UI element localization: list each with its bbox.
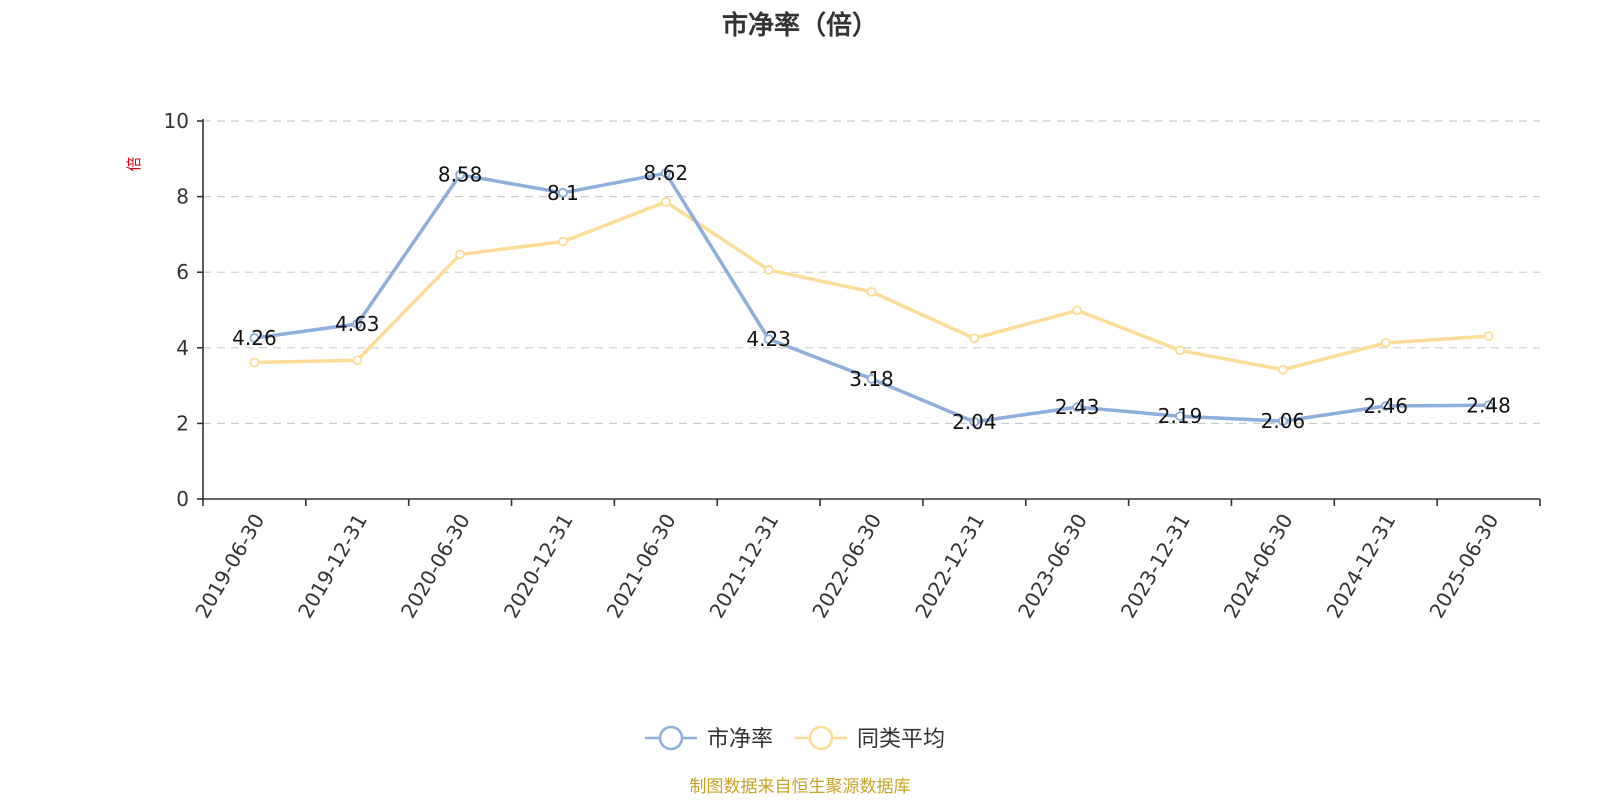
data-point [558,236,568,247]
data-point [455,169,466,180]
x-tick-label: 2023-06-30 [1013,510,1092,623]
data-point [660,196,671,207]
y-tick-label: 2 [176,411,189,435]
data-label: 3.18 [849,367,894,391]
y-tick-label: 8 [176,185,189,209]
data-label: 2.04 [952,410,997,434]
data-point [866,286,877,297]
data-label: 2.06 [1261,409,1306,433]
legend-label: 市净率 [707,727,773,752]
series-line-1 [254,200,1489,372]
legend-swatch-marker [658,725,684,751]
data-label: 2.48 [1466,393,1511,417]
data-label: 2.43 [1055,395,1100,419]
y-axis-unit: 倍 [125,156,143,171]
data-point [1277,364,1288,375]
data-label: 8.62 [644,161,689,185]
data-point [1175,411,1185,422]
y-tick-label: 4 [176,336,189,360]
x-tick-label: 2021-06-30 [602,510,681,623]
data-point [1072,305,1083,316]
data-label: 4.26 [232,326,277,350]
legend-label: 同类平均 [857,727,945,752]
data-point [558,187,568,198]
data-point [660,168,671,179]
axes: 0 2 4 6 8 10 2019-06-30 2019-12-31 2020-06-30 202… [164,109,1541,623]
x-tick-label: 2022-06-30 [807,510,886,623]
data-label: 4.63 [335,312,380,336]
data-point [352,319,363,329]
source-note: 制图数据来自恒生聚源数据库 [690,777,911,797]
x-tick-label: 2024-06-30 [1219,510,1298,623]
data-labels: 4.26 4.63 8.58 8.1 8.62 4.23 3.18 2.04 2.43 2.19 2… [232,161,1511,434]
data-point [455,249,466,260]
y-tick-label: 6 [176,260,189,284]
y-tick-label: 0 [176,487,189,511]
data-label: 2.46 [1363,394,1408,418]
x-tick-label: 2024-12-31 [1322,510,1401,623]
y-tick-label: 10 [164,109,189,133]
legend-item-0[interactable]: 市净率 [645,725,773,752]
data-point [1277,416,1288,427]
data-point [1072,402,1083,413]
x-tick-label: 2021-12-31 [704,510,783,623]
x-tick-label: 2025-06-30 [1424,510,1503,623]
data-label: 8.58 [438,163,483,187]
x-tick-label: 2019-12-31 [293,510,372,623]
x-tick-label: 2020-12-31 [499,510,578,623]
data-point [1175,345,1185,356]
data-point [1483,400,1494,411]
x-tick-label: 2019-06-30 [190,510,269,623]
x-tick-label: 2020-06-30 [396,509,475,622]
legend[interactable]: 市净率 同类平均 [645,725,945,752]
data-label: 8.1 [547,181,579,205]
data-point [763,334,774,345]
data-point [763,265,774,275]
data-point [1483,331,1494,341]
data-point [1380,337,1391,348]
legend-item-1[interactable]: 同类平均 [795,725,945,752]
data-point [1380,401,1391,411]
x-tick-label: 2023-12-31 [1116,510,1195,623]
chart-title: 市净率（倍） [722,10,878,41]
data-point [249,357,260,368]
data-point [969,416,980,427]
legend-swatch-marker [808,725,834,751]
series-lines [249,168,1494,427]
x-tick-label: 2022-12-31 [910,510,989,623]
data-point [352,355,363,366]
data-label: 4.23 [746,327,791,351]
data-point [249,333,260,343]
data-point [866,373,877,384]
data-label: 2.19 [1158,404,1203,428]
data-point [969,333,980,344]
